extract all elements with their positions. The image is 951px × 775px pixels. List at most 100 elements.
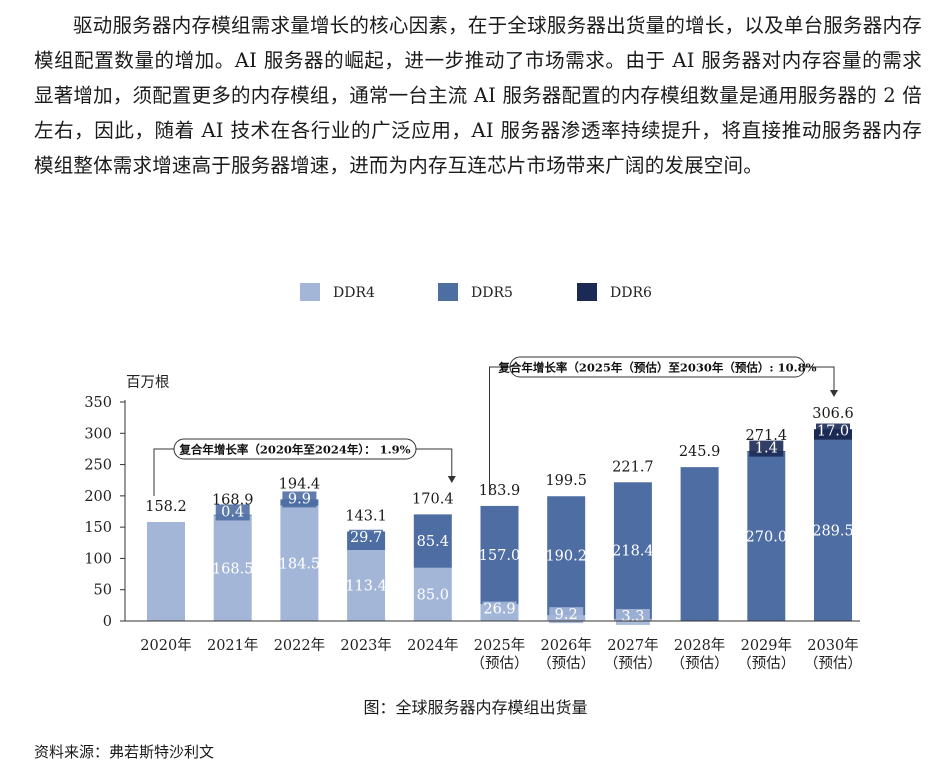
value-label-ddr4-4: 85.0 (417, 587, 449, 603)
bar-ddr5-8 (680, 467, 719, 621)
bar-ddr5-9 (747, 452, 786, 621)
y-tick-label: 50 (94, 583, 112, 599)
value-label-ddr5-10: 289.5 (812, 523, 854, 539)
legend-swatch-ddr5 (438, 283, 458, 301)
total-label-7: 221.7 (612, 459, 654, 475)
x-tick-label-1: 2021年 (207, 637, 258, 654)
x-tick-label-6: 2026年 (540, 637, 591, 654)
value-label-ddr4-6: 9.2 (555, 607, 578, 623)
x-tick-label-2: 2022年 (274, 637, 325, 654)
value-label-ddr5-9: 270.0 (746, 530, 788, 546)
x-tick-label-8: 2028年 (674, 637, 725, 654)
callout-text: 复合年增长率（2025年（预估）至2030年（预估）: 10.8% (497, 361, 816, 375)
value-label-ddr5-1: 0.4 (221, 504, 244, 520)
callout-left-line (153, 448, 174, 496)
x-tick-label-9: 2029年 (741, 637, 792, 654)
value-label-ddr4-1: 168.5 (212, 561, 254, 577)
total-label-10: 306.6 (812, 406, 854, 422)
value-label-ddr5-4: 85.4 (417, 534, 449, 550)
x-tick-label-6: （预估） (537, 655, 595, 672)
total-label-2: 194.4 (279, 476, 321, 492)
value-label-bg (215, 504, 250, 521)
value-label-ddr5-3: 29.7 (350, 530, 382, 546)
callout-box (173, 438, 417, 460)
y-tick-label: 200 (84, 489, 112, 505)
bar-ddr4-3 (347, 550, 386, 621)
value-label-bg (349, 529, 384, 546)
callout-right-line (416, 448, 453, 477)
x-tick-label-7: （预估） (604, 655, 662, 672)
value-label-ddr6-10: 17.0 (817, 424, 849, 440)
bar-ddr4-2 (280, 505, 319, 621)
x-tick-label-3: 2023年 (340, 637, 391, 654)
total-label-8: 245.9 (679, 444, 721, 460)
x-tick-label-10: （预估） (804, 655, 862, 672)
legend-swatch-ddr6 (577, 283, 597, 301)
bar-ddr5-4 (413, 514, 452, 568)
bar-ddr5-7 (613, 482, 652, 619)
legend-label-ddr5: DDR5 (471, 285, 513, 301)
y-tick-label: 0 (103, 614, 112, 630)
arrow-head (830, 390, 838, 397)
y-tick-label: 300 (84, 426, 112, 442)
total-label-3: 143.1 (345, 508, 387, 524)
total-label-5: 183.9 (479, 483, 521, 499)
cagr-callout: 复合年增长率（2025年（预估）至2030年（预估）: 10.8% (489, 356, 838, 495)
figure-caption: 图：全球服务器内存模组出货量 (363, 698, 588, 717)
y-axis-title: 百万根 (126, 374, 170, 391)
axes-group: 0 50 100 150 200 250 300 350 百万根 2020年 2021年 2022年 2… (84, 374, 862, 672)
bar-ddr4-0 (147, 522, 185, 621)
bars-group: 168.5 0.4 184.5 9.9 113.4 29.7 85.0 85.4 26.9 157… (145, 406, 854, 625)
bar-ddr4-1 (213, 515, 252, 621)
total-label-0: 158.2 (145, 499, 187, 515)
x-tick-label-8: （预估） (671, 655, 729, 672)
value-label-bg (749, 440, 784, 457)
y-tick-label: 100 (84, 551, 112, 567)
total-label-1: 168.9 (212, 492, 254, 508)
value-label-ddr4-5: 26.9 (483, 602, 515, 618)
x-tick-label-0: 2020年 (140, 637, 191, 654)
x-tick-label-5: （预估） (471, 655, 529, 672)
callout-text: 复合年增长率（2020年至2024年）： 1.9% (178, 443, 410, 457)
memory-module-shipment-chart: DDR4 DDR5 DDR6 168.5 0.4 184.5 9.9 113.4 29.7 85… (84, 283, 862, 672)
y-tick-label: 350 (84, 395, 112, 411)
cagr-callout: 复合年增长率（2020年至2024年）： 1.9% (153, 438, 456, 496)
x-tick-label-4: 2024年 (407, 637, 458, 654)
source-note: 资料来源：弗若斯特沙利文 (34, 743, 215, 761)
x-tick-label-7: 2027年 (607, 637, 658, 654)
total-label-9: 271.4 (746, 428, 788, 444)
legend: DDR4 DDR5 DDR6 (300, 283, 652, 301)
y-tick-label: 150 (84, 520, 112, 536)
annotations-group: 复合年增长率（2020年至2024年）： 1.9% 复合年增长率（2025年（预估… (153, 356, 838, 496)
legend-label-ddr6: DDR6 (610, 285, 652, 301)
value-label-ddr4-3: 113.4 (345, 579, 387, 595)
x-tick-label-9: （预估） (737, 655, 795, 672)
total-label-6: 199.5 (545, 473, 587, 489)
value-label-bg (482, 601, 517, 618)
bar-ddr5-6 (547, 496, 586, 616)
callout-box (509, 356, 806, 378)
value-label-ddr4-2: 184.5 (279, 556, 321, 572)
bar-ddr4-4 (413, 567, 452, 621)
value-label-bg (816, 423, 850, 440)
value-label-ddr5-2: 9.9 (288, 491, 311, 507)
legend-swatch-ddr4 (300, 283, 320, 301)
total-label-4: 170.4 (412, 491, 454, 507)
value-label-ddr6-9: 1.4 (755, 441, 778, 457)
y-tick-label: 250 (84, 458, 112, 474)
value-label-ddr5-6: 190.2 (545, 549, 587, 565)
value-label-ddr4-7: 3.3 (621, 609, 644, 625)
bar-ddr5-10 (814, 439, 852, 621)
x-tick-label-10: 2030年 (807, 637, 858, 654)
intro-paragraph: 驱动服务器内存模组需求量增长的核心因素，在于全球服务器出货量的增长，以及单台服务… (34, 14, 922, 177)
value-label-ddr5-7: 218.4 (612, 544, 654, 560)
legend-label-ddr4: DDR4 (333, 285, 375, 301)
value-label-bg (549, 607, 584, 624)
value-label-ddr5-5: 157.0 (479, 548, 521, 564)
bar-ddr5-5 (480, 505, 519, 605)
callout-left-line (489, 366, 510, 495)
value-label-bg (282, 491, 317, 508)
x-tick-label-5: 2025年 (474, 637, 525, 654)
callout-right-line (805, 366, 835, 391)
arrow-head (447, 476, 456, 483)
